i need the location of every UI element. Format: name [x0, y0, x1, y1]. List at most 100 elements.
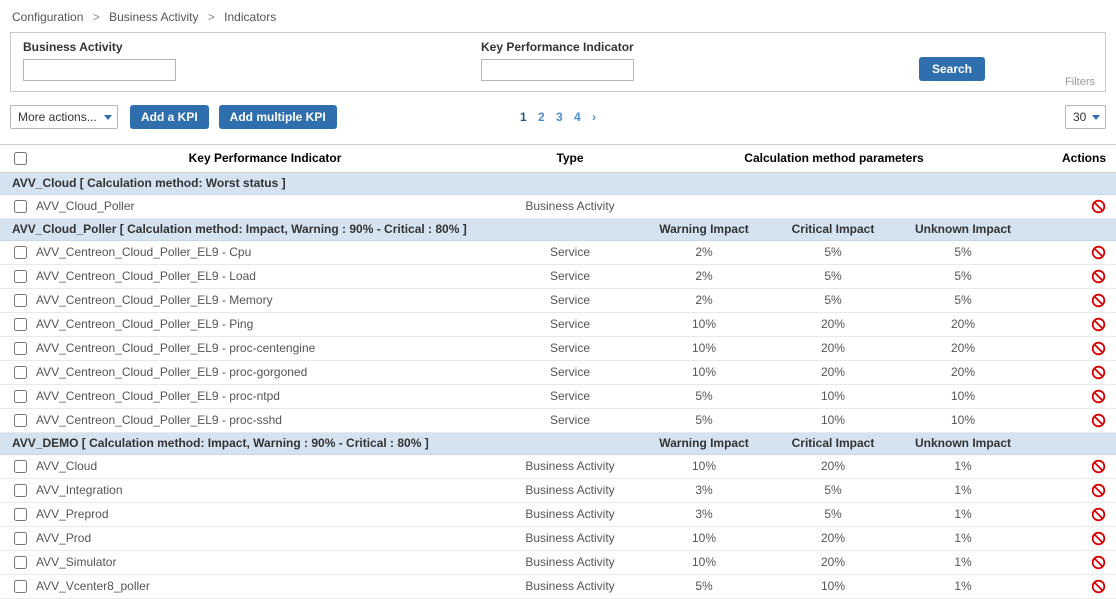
unknown-impact: 1% [898, 454, 1028, 480]
more-actions-dropdown[interactable]: More actions... [10, 105, 118, 129]
no-entry-icon[interactable] [1091, 199, 1106, 214]
kpi-type: Business Activity [500, 550, 640, 576]
no-entry-icon[interactable] [1091, 459, 1106, 474]
row-checkbox-cell [0, 288, 30, 314]
row-checkbox-cell [0, 194, 30, 220]
unknown-impact: 5% [898, 288, 1028, 314]
row-actions [1028, 312, 1116, 338]
page-number[interactable]: 2 [537, 110, 545, 124]
unknown-impact: 10% [898, 384, 1028, 410]
row-checkbox[interactable] [14, 414, 27, 428]
row-actions [1028, 408, 1116, 434]
unknown-impact [898, 194, 1028, 220]
warning-impact: 10% [640, 454, 768, 480]
filters-toggle[interactable]: Filters [1065, 76, 1095, 88]
kpi-row: AVV_Prod Business Activity 10% 20% 1% [0, 526, 1116, 552]
unknown-impact: 1% [898, 574, 1028, 599]
row-checkbox[interactable] [14, 508, 27, 522]
kpi-row: AVV_Centreon_Cloud_Poller_EL9 - Cpu Servi… [0, 240, 1116, 266]
row-checkbox[interactable] [14, 390, 27, 404]
kpi-row: AVV_Centreon_Cloud_Poller_EL9 - proc-cen… [0, 336, 1116, 362]
critical-impact: 20% [768, 312, 898, 338]
no-entry-icon[interactable] [1091, 317, 1106, 332]
kpi-name: AVV_Cloud [30, 454, 500, 480]
group-header-row: AVV_Cloud_Poller [ Calculation method: I… [0, 218, 1116, 242]
no-entry-icon[interactable] [1091, 531, 1106, 546]
no-entry-icon[interactable] [1091, 483, 1106, 498]
group-header-row: AVV_DEMO [ Calculation method: Impact, W… [0, 432, 1116, 456]
kpi-name: AVV_Centreon_Cloud_Poller_EL9 - proc-ntp… [30, 384, 500, 410]
row-checkbox[interactable] [14, 246, 27, 260]
impact-column-header: Unknown Impact [898, 218, 1028, 242]
no-entry-icon[interactable] [1091, 389, 1106, 404]
search-button[interactable]: Search [918, 57, 985, 81]
warning-impact: 10% [640, 336, 768, 362]
kpi-row: AVV_Centreon_Cloud_Poller_EL9 - Memory Se… [0, 288, 1116, 314]
kpi-row: AVV_Cloud Business Activity 10% 20% 1% [0, 454, 1116, 480]
page-size-select[interactable]: 30 [1065, 105, 1106, 129]
row-checkbox-cell [0, 264, 30, 290]
kpi-name: AVV_Centreon_Cloud_Poller_EL9 - proc-cen… [30, 336, 500, 362]
no-entry-icon[interactable] [1091, 413, 1106, 428]
no-entry-icon[interactable] [1091, 341, 1106, 356]
kpi-filter-input[interactable] [481, 59, 634, 81]
impact-column-header: Critical Impact [768, 218, 898, 242]
kpi-type: Business Activity [500, 478, 640, 504]
no-entry-icon[interactable] [1091, 365, 1106, 380]
row-actions [1028, 454, 1116, 480]
row-checkbox[interactable] [14, 294, 27, 308]
no-entry-icon[interactable] [1091, 269, 1106, 284]
warning-impact: 5% [640, 408, 768, 434]
add-kpi-button[interactable]: Add a KPI [130, 105, 209, 129]
more-actions-select: More actions... [10, 105, 118, 129]
breadcrumb-item-configuration[interactable]: Configuration [12, 10, 84, 24]
kpi-type: Business Activity [500, 526, 640, 552]
add-multiple-kpi-button[interactable]: Add multiple KPI [218, 105, 337, 129]
kpi-type: Business Activity [500, 574, 640, 599]
page-number[interactable]: 4 [574, 110, 581, 124]
group-label: AVV_Cloud [ Calculation method: Worst st… [0, 172, 1116, 196]
breadcrumb-item-business-activity[interactable]: Business Activity [109, 10, 199, 24]
row-checkbox[interactable] [14, 484, 27, 498]
warning-impact: 2% [640, 288, 768, 314]
no-entry-icon[interactable] [1091, 579, 1106, 594]
unknown-impact: 1% [898, 526, 1028, 552]
warning-impact: 5% [640, 574, 768, 599]
row-checkbox-cell [0, 478, 30, 504]
page-number-current[interactable]: 1 [519, 110, 527, 124]
row-checkbox-cell [0, 384, 30, 410]
kpi-type: Service [500, 264, 640, 290]
row-checkbox[interactable] [14, 580, 27, 594]
row-checkbox[interactable] [14, 318, 27, 332]
pagination: 1 2 3 4 › [516, 110, 600, 124]
group-actions-spacer [1028, 218, 1116, 242]
breadcrumb-item-indicators[interactable]: Indicators [224, 10, 277, 24]
page-number[interactable]: 3 [556, 110, 563, 124]
row-checkbox-cell [0, 526, 30, 552]
group-header-row: AVV_Cloud [ Calculation method: Worst st… [0, 172, 1116, 196]
row-checkbox[interactable] [14, 556, 27, 570]
critical-impact: 5% [768, 240, 898, 266]
row-checkbox[interactable] [14, 366, 27, 380]
row-checkbox-cell [0, 454, 30, 480]
business-activity-input[interactable] [23, 59, 176, 81]
no-entry-icon[interactable] [1091, 293, 1106, 308]
no-entry-icon[interactable] [1091, 507, 1106, 522]
select-all-checkbox[interactable] [14, 152, 27, 166]
critical-impact: 5% [768, 478, 898, 504]
row-checkbox[interactable] [14, 460, 27, 474]
row-checkbox[interactable] [14, 342, 27, 356]
kpi-type: Business Activity [500, 454, 640, 480]
next-page-arrow[interactable]: › [592, 110, 597, 124]
row-checkbox[interactable] [14, 532, 27, 546]
no-entry-icon[interactable] [1091, 555, 1106, 570]
business-activity-label: Business Activity [23, 40, 123, 54]
warning-impact: 5% [640, 384, 768, 410]
row-checkbox[interactable] [14, 270, 27, 284]
critical-impact: 5% [768, 288, 898, 314]
no-entry-icon[interactable] [1091, 245, 1106, 260]
kpi-type: Service [500, 312, 640, 338]
critical-impact: 10% [768, 408, 898, 434]
row-checkbox[interactable] [14, 200, 27, 214]
breadcrumb-separator: > [207, 10, 215, 24]
